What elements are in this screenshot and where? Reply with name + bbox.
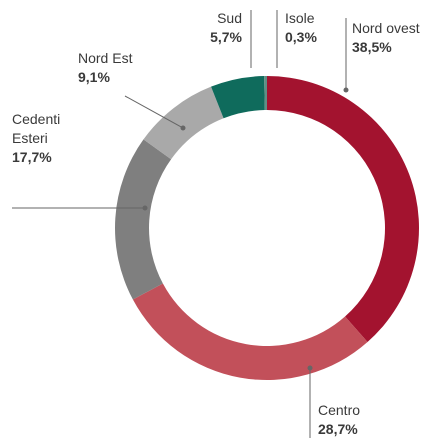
- category-label: Cedenti Esteri: [12, 111, 60, 146]
- donut-slice: [267, 76, 420, 343]
- category-label: Nord Est: [78, 50, 133, 66]
- value-label: 9,1%: [78, 69, 110, 85]
- value-label: 17,7%: [12, 149, 52, 165]
- value-label: 38,5%: [352, 39, 392, 55]
- donut-slice: [143, 86, 224, 160]
- donut-slice: [115, 139, 172, 300]
- donut-slice: [132, 283, 368, 380]
- category-label: Centro: [318, 402, 360, 418]
- leader-dot: [307, 365, 313, 371]
- value-label: 28,7%: [318, 421, 358, 437]
- category-label: Sud: [217, 10, 242, 26]
- leader-dot: [343, 87, 349, 93]
- category-label: Isole: [285, 10, 315, 26]
- value-label: 5,7%: [210, 29, 242, 45]
- donut-slice: [211, 76, 265, 119]
- leader-dot: [142, 205, 148, 211]
- leader-dot: [180, 125, 186, 131]
- value-label: 0,3%: [285, 29, 317, 45]
- category-label: Nord ovest: [352, 20, 420, 36]
- donut-slice: [264, 76, 267, 111]
- leader-line: [124, 95, 184, 129]
